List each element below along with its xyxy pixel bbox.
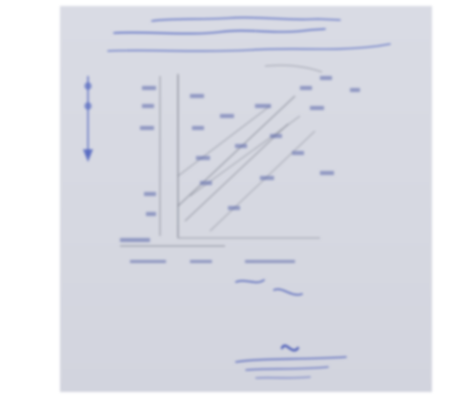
pencil-diagram (120, 64, 323, 247)
signature-strokes (235, 279, 347, 379)
scanned-document (60, 6, 432, 392)
scanned-handwriting-drawing (82, 16, 391, 379)
margin-arrow (82, 76, 94, 163)
scattered-annotations (120, 76, 360, 263)
header-ink-strokes (107, 16, 391, 52)
